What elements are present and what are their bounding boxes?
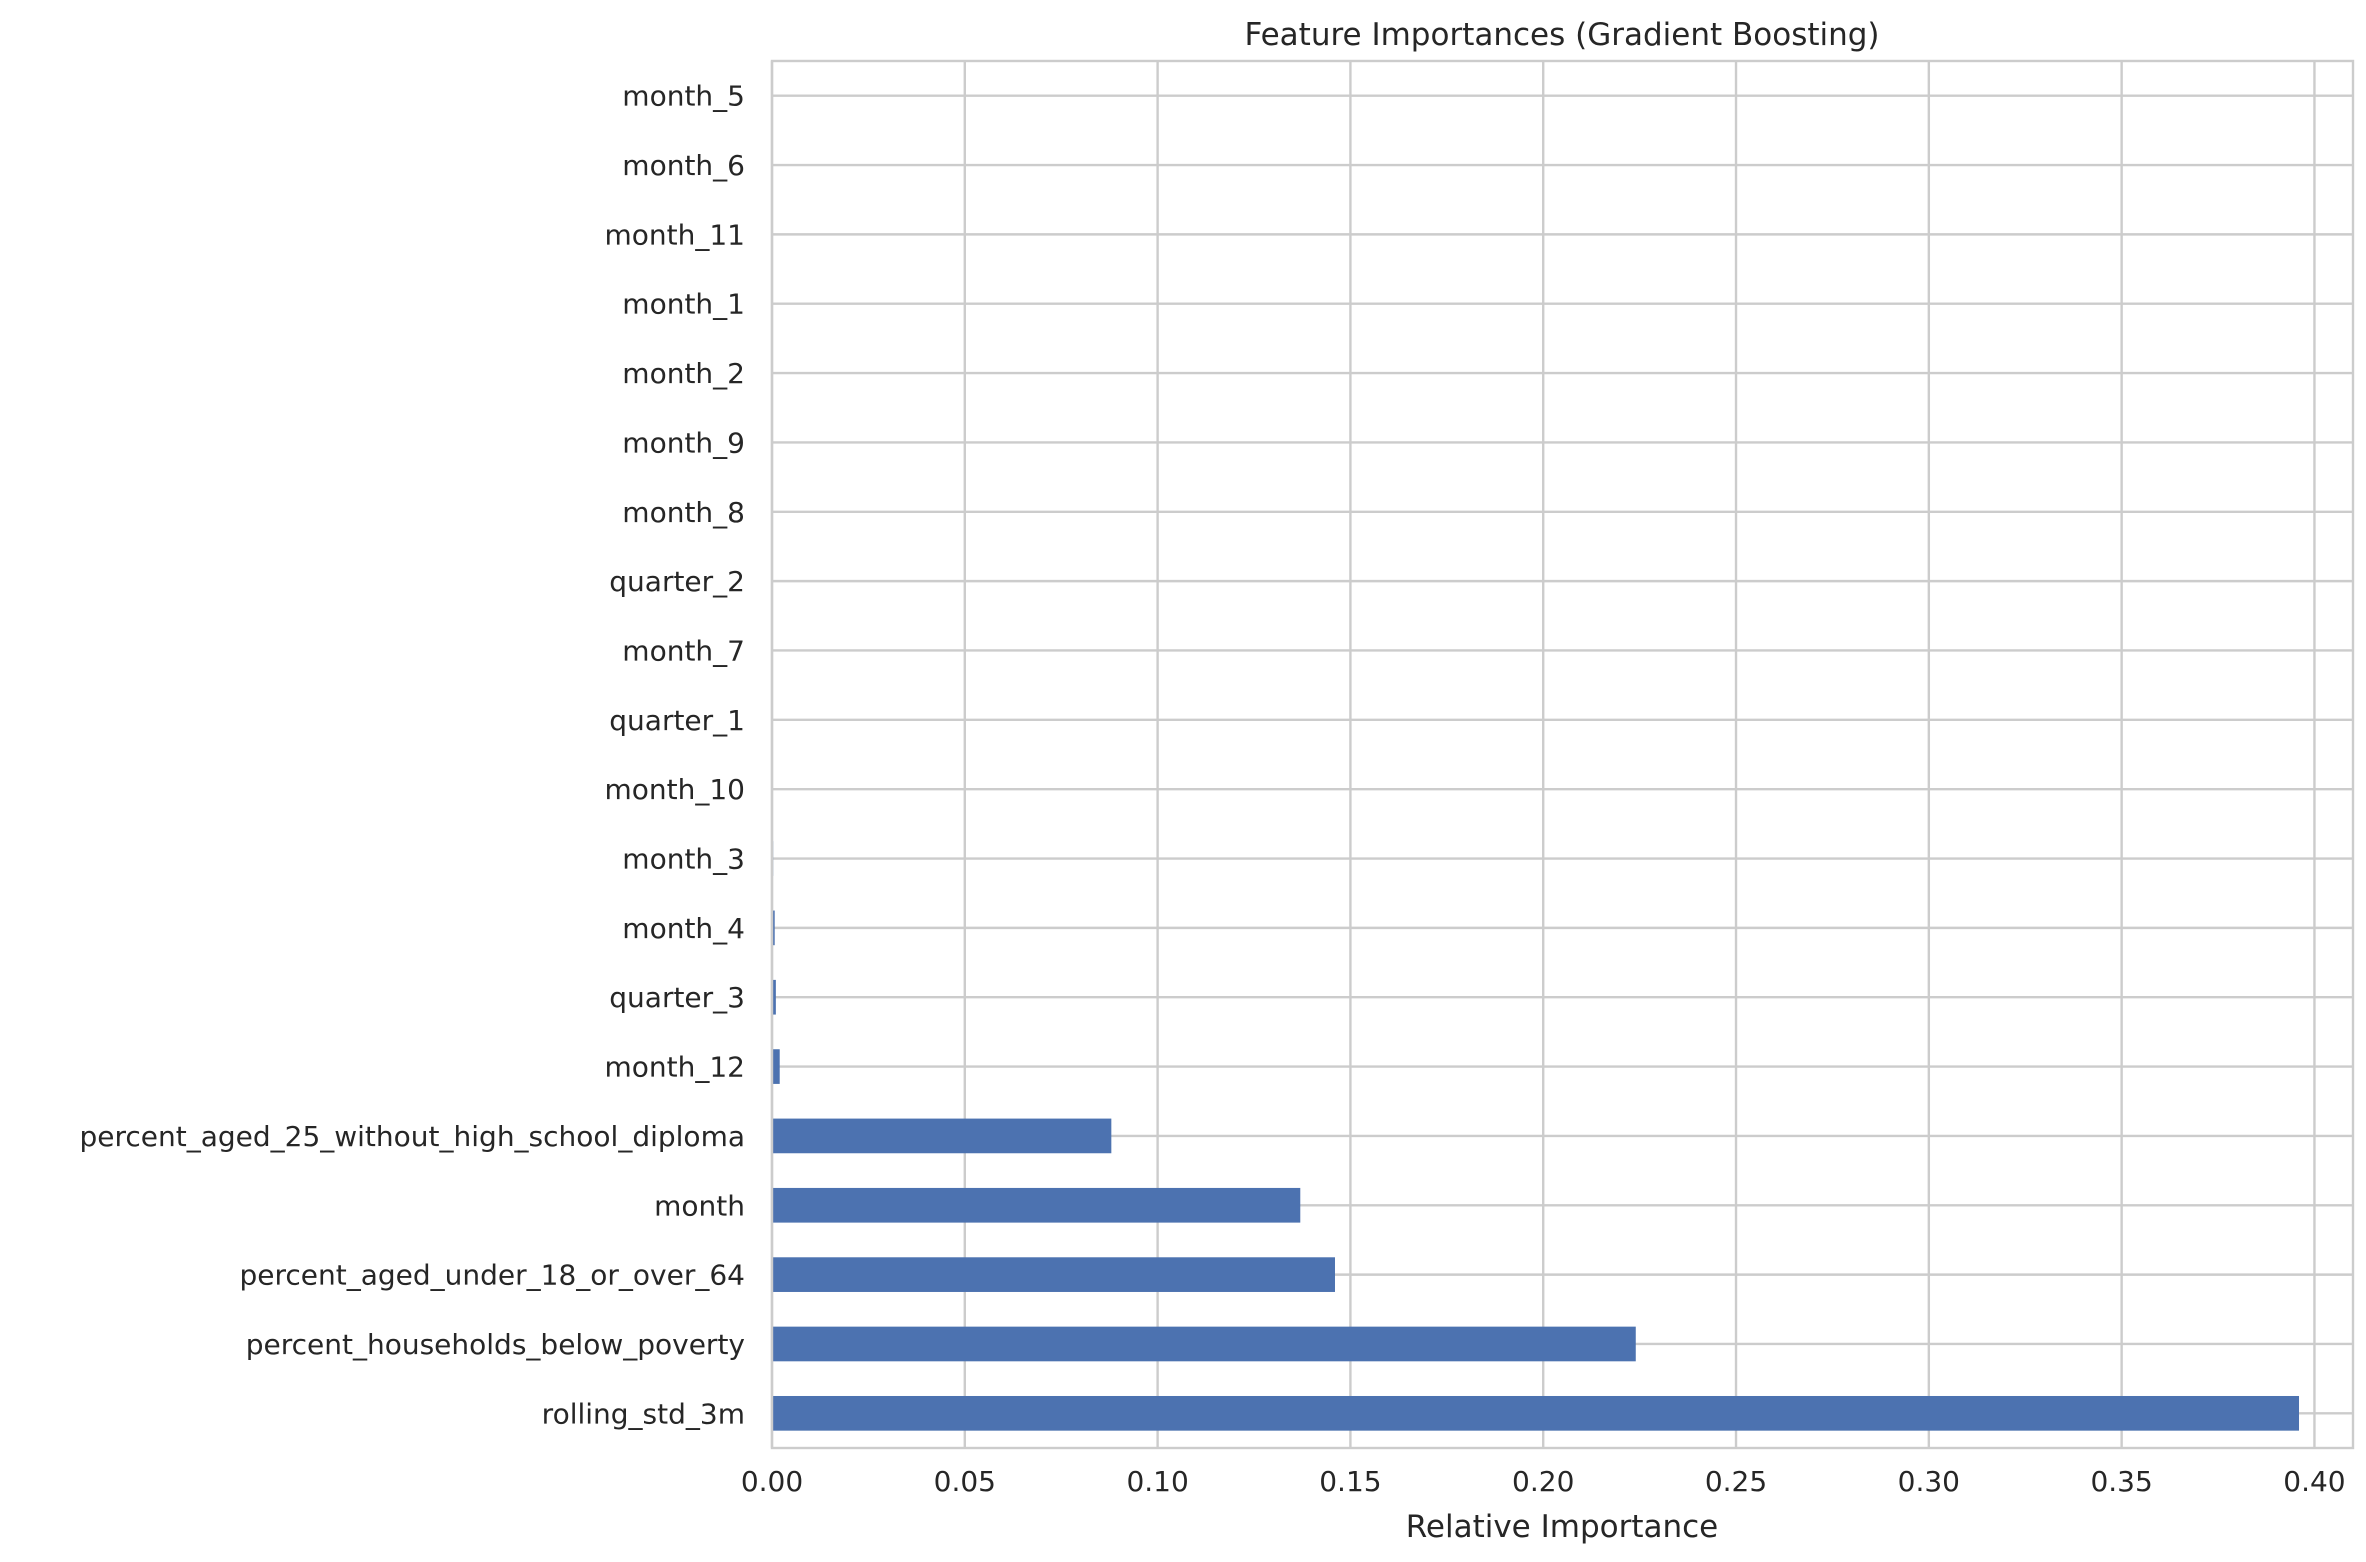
x-tick-label: 0.05 (934, 1465, 996, 1498)
x-axis-label: Relative Importance (1406, 1509, 1719, 1545)
y-tick-label: month_9 (622, 426, 745, 459)
y-tick-label: month_8 (622, 496, 745, 529)
x-tick-label: 0.35 (2090, 1465, 2152, 1498)
x-tick-label: 0.00 (741, 1465, 803, 1498)
y-tick-label: quarter_2 (609, 565, 745, 598)
y-tick-label: month (654, 1189, 745, 1222)
x-tick-label: 0.15 (1319, 1465, 1381, 1498)
x-tick-label: 0.25 (1705, 1465, 1767, 1498)
y-tick-label: month_3 (622, 843, 745, 876)
x-tick-labels: 0.00 0.05 0.10 0.15 0.20 0.25 0.30 0.35 0.40 (741, 1465, 2346, 1498)
grid (770, 61, 2353, 1448)
y-tick-label: rolling_std_3m (542, 1397, 745, 1430)
y-tick-label: month_10 (604, 773, 745, 806)
y-tick-label: month_11 (604, 218, 745, 251)
bar (772, 1395, 2300, 1431)
y-tick-label: month_1 (622, 288, 745, 321)
x-tick-label: 0.30 (1898, 1465, 1960, 1498)
y-tick-label: month_2 (622, 357, 745, 390)
bar (772, 910, 775, 946)
y-tick-label: percent_households_below_poverty (246, 1328, 745, 1361)
y-tick-label: month_5 (622, 80, 745, 113)
bar (772, 1326, 1636, 1362)
y-tick-label: percent_aged_under_18_or_over_64 (239, 1259, 745, 1292)
x-tick-label: 0.40 (2283, 1465, 2345, 1498)
y-tick-label: quarter_1 (609, 704, 745, 737)
y-tick-label: percent_aged_25_without_high_school_dipl… (79, 1120, 745, 1153)
bar (772, 979, 776, 1015)
y-tick-label: quarter_3 (609, 981, 745, 1014)
y-tick-label: month_7 (622, 634, 745, 667)
bar (772, 1187, 1301, 1223)
chart-title: Feature Importances (Gradient Boosting) (1244, 17, 1879, 53)
y-tick-label: month_4 (622, 912, 745, 945)
x-tick-label: 0.20 (1512, 1465, 1574, 1498)
bar (772, 1118, 1112, 1154)
y-tick-label: month_12 (604, 1051, 745, 1084)
y-tick-labels: month_5 month_6 month_11 month_1 month_2mont… (79, 80, 745, 1431)
x-tick-label: 0.10 (1126, 1465, 1188, 1498)
y-tick-label: month_6 (622, 149, 745, 182)
bar (772, 1049, 780, 1084)
bar (772, 1257, 1335, 1292)
plot-frame (770, 59, 2355, 1450)
bars (772, 841, 2300, 1431)
